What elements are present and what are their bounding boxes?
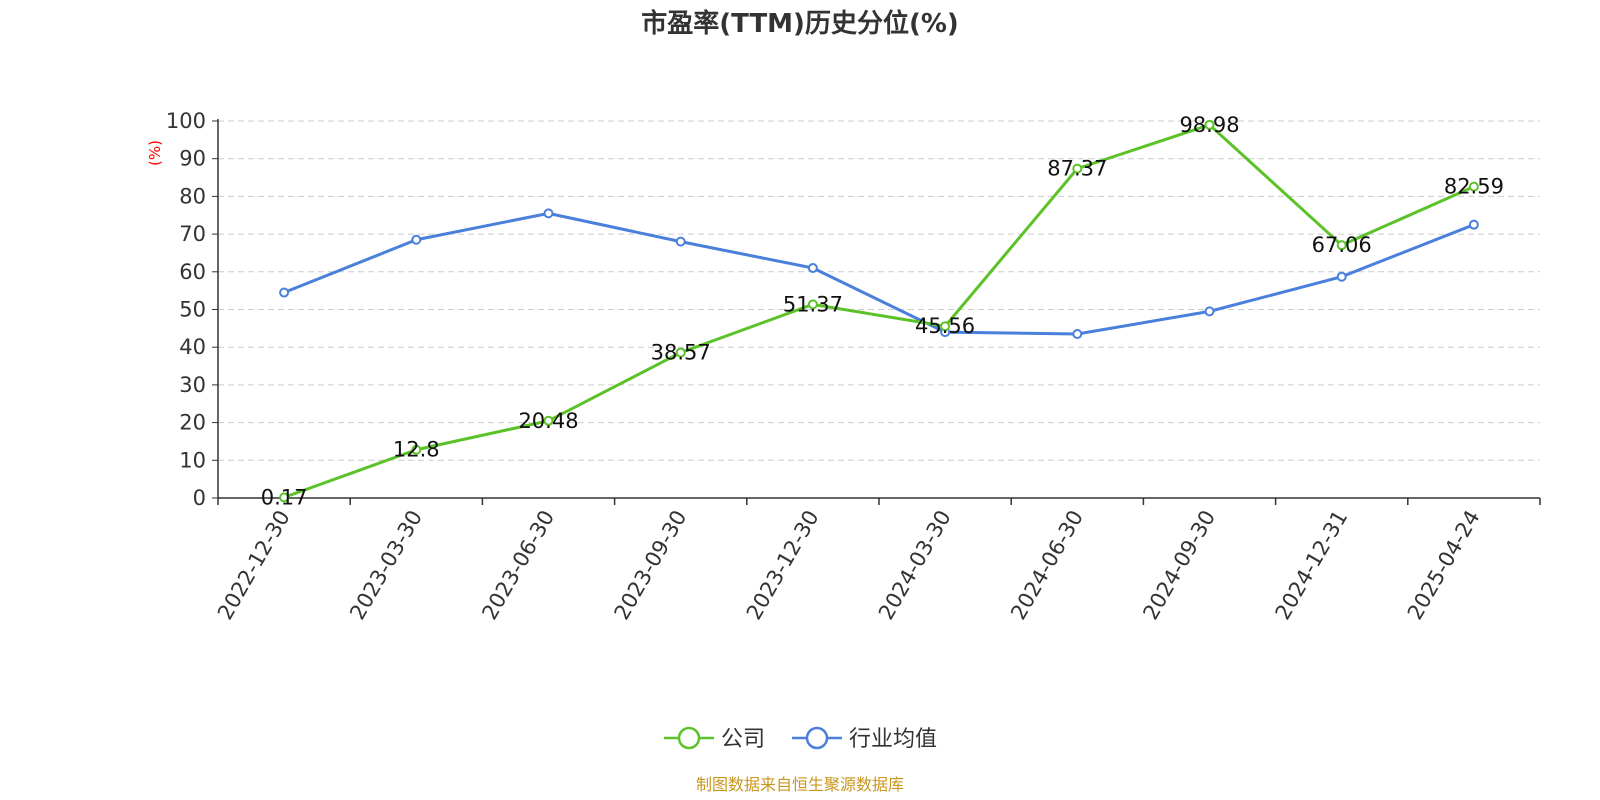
y-tick-label: 20 [179,411,206,435]
data-point [279,287,290,298]
x-tick-label: 2025-04-24 [1403,506,1485,624]
y-tick-label: 0 [193,486,206,510]
legend-label: 行业均值 [849,727,937,752]
y-tick-labels: 0 10 20 30 40 50 60 70 80 90 100 [166,109,206,510]
y-tick-label: 100 [166,109,206,133]
y-tick-label: 40 [179,335,206,359]
y-tick-label: 60 [179,260,206,284]
data-point [1468,181,1479,192]
data-point [1072,329,1083,340]
data-point [1204,306,1215,317]
data-point [675,347,686,358]
legend-marker [805,726,829,750]
source-note: 制图数据来自恒生聚源数据库 [696,775,904,794]
data-label: 67.06 [1312,233,1372,257]
x-tick-label: 2024-09-30 [1138,506,1220,624]
x-tick-label: 2023-03-30 [345,506,427,624]
data-label: 51.37 [783,292,843,316]
axes [212,119,1541,505]
chart-title: 市盈率(TTM)历史分位(%) [641,8,959,39]
y-tick-label: 30 [179,373,206,397]
data-label: 82.59 [1444,175,1504,199]
x-tick-labels: 2022-12-30 2023-03-30 2023-06-30 2023-09-30… [213,506,1485,624]
data-point [807,299,818,310]
legend-item-industry[interactable]: 行业均值 [792,726,937,752]
x-tick-label: 2022-12-30 [213,506,295,624]
data-label: 20.48 [518,409,578,433]
data-point [1336,240,1347,251]
data-label: 45.56 [915,314,975,338]
legend-marker [677,726,701,750]
data-point [940,321,951,332]
data-point [675,236,686,247]
data-point [1468,219,1479,230]
data-point [1204,119,1215,130]
y-axis-unit: (%) [146,140,164,166]
legend: 公司 行业均值 [664,726,937,752]
y-tick-label: 50 [179,298,206,322]
y-tick-label: 90 [179,147,206,171]
data-point [543,208,554,219]
x-tick-label: 2024-12-31 [1271,506,1353,624]
x-tick-label: 2023-06-30 [477,506,559,624]
y-tick-label: 80 [179,184,206,208]
data-label: 87.37 [1047,157,1107,181]
data-label: 0.17 [261,485,308,509]
data-point [807,263,818,274]
y-tick-label: 10 [179,448,206,472]
legend-label: 公司 [721,727,765,752]
y-tick-label: 70 [179,222,206,246]
x-tick-label: 2024-06-30 [1006,506,1088,624]
data-point [543,415,554,426]
data-point [1336,271,1347,282]
x-tick-label: 2024-03-30 [874,506,956,624]
data-point [279,492,290,503]
data-label: 38.57 [651,341,711,365]
series-line-company [283,123,1475,499]
grid-lines [218,120,1540,461]
legend-item-company[interactable]: 公司 [664,726,765,752]
x-tick-label: 2023-09-30 [610,506,692,624]
data-point [411,234,422,245]
series-line-industry [283,211,1475,336]
data-point [1072,163,1083,174]
x-tick-label: 2023-12-30 [742,506,824,624]
data-label: 12.8 [393,438,440,462]
data-point [411,444,422,455]
series-lines [279,119,1479,503]
data-label: 98.98 [1179,113,1239,137]
data-labels: 0.17 12.8 20.48 38.57 51.37 45.56 87.37 98.98 67… [261,113,1504,510]
